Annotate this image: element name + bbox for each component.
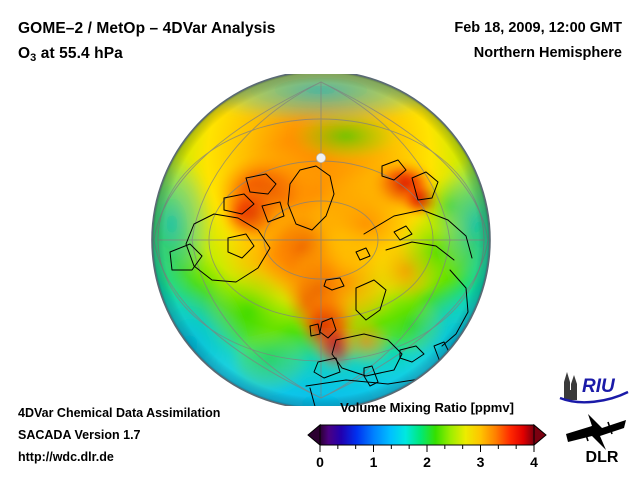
colorbar-title: Volume Mixing Ratio [ppmv] — [340, 400, 514, 415]
timestamp-label: Feb 18, 2009, 12:00 GMT — [454, 20, 622, 36]
riu-swoosh — [559, 390, 629, 404]
dlr-wordmark: DLR — [586, 449, 619, 466]
species-level: at 55.4 hPa — [36, 45, 123, 62]
globe-map — [150, 74, 494, 406]
footer-credits: 4DVar Chemical Data Assimilation SACADA … — [18, 402, 220, 468]
svg-text:4: 4 — [530, 454, 538, 469]
globe-data-field — [152, 74, 490, 406]
north-pole-marker — [315, 153, 326, 164]
footer-line-1: 4DVar Chemical Data Assimilation — [18, 406, 221, 420]
header-meta: Feb 18, 2009, 12:00 GMT Northern Hemisph… — [454, 16, 622, 66]
colorbar-tick-labels: 0 1 2 3 4 — [316, 454, 538, 469]
globe-outline — [151, 74, 491, 406]
colorbar-right-arrow — [533, 423, 547, 447]
title-line-1: GOME–2 / MetOp – 4DVar Analysis — [18, 20, 276, 37]
footer-line-3: http://wdc.dlr.de — [18, 450, 114, 464]
colorbar-gradient — [319, 424, 535, 446]
dlr-mark-icon — [566, 414, 626, 450]
species-subscript: 3 — [30, 52, 37, 64]
title-line-2: O3 at 55.4 hPa — [18, 41, 276, 71]
cathedral-spires-icon — [564, 372, 577, 400]
dlr-logo: DLR — [562, 408, 634, 471]
colorbar-left-arrow — [307, 423, 321, 447]
svg-text:1: 1 — [370, 454, 378, 469]
svg-text:2: 2 — [423, 454, 431, 469]
svg-text:0: 0 — [316, 454, 324, 469]
page-title: GOME–2 / MetOp – 4DVar Analysis O3 at 55… — [18, 16, 276, 71]
colorbar: Volume Mixing Ratio [ppmv] 0 1 2 3 4 — [306, 400, 548, 469]
footer-line-2: SACADA Version 1.7 — [18, 428, 141, 442]
svg-text:3: 3 — [477, 454, 485, 469]
riu-logo: RIU — [556, 370, 632, 409]
species-label: O — [18, 45, 31, 62]
region-label: Northern Hemisphere — [473, 45, 622, 61]
colorbar-ticks — [319, 445, 535, 452]
riu-wordmark: RIU — [582, 376, 616, 397]
